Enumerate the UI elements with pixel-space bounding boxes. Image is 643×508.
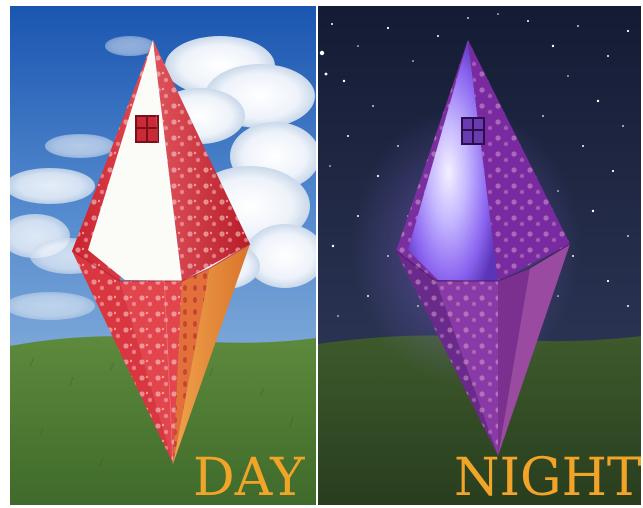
night-grass (318, 335, 641, 505)
night-caption: NIGHT (454, 448, 642, 508)
day-caption: DAY (193, 448, 305, 508)
night-scene (318, 6, 641, 505)
night-lantern (395, 40, 571, 456)
day-scene (10, 6, 316, 505)
night-panel (318, 6, 641, 505)
day-panel (10, 6, 316, 505)
day-lantern (71, 39, 251, 465)
